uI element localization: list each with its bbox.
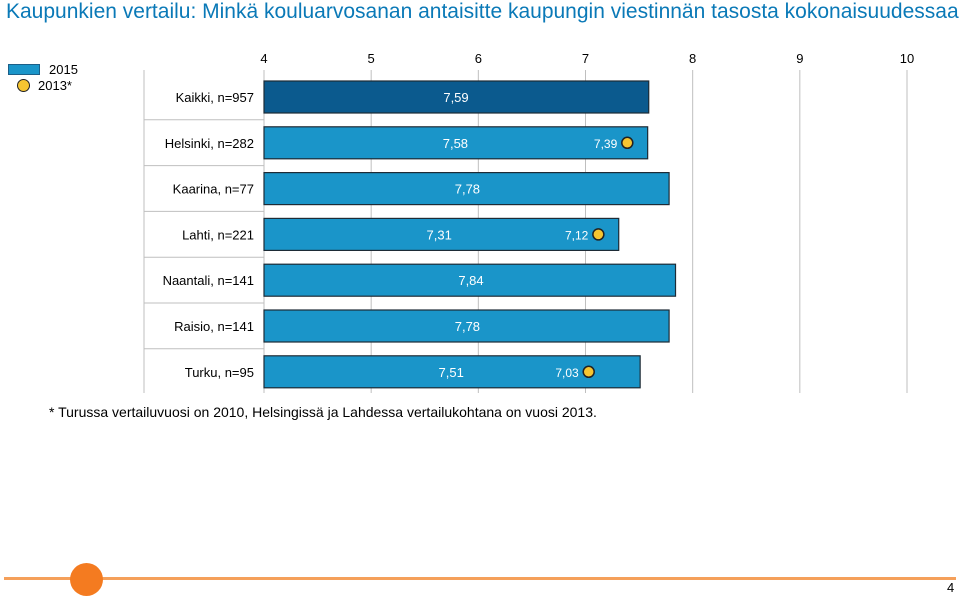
bar-2015 [263,126,649,160]
category-label: Lahti, n=221 [182,227,254,242]
legend-swatch-dot [17,79,30,92]
x-tick-label: 4 [260,51,267,66]
marker-value-label-2013: 7,39 [594,137,618,151]
bar-2015 [263,355,641,389]
footnote: * Turussa vertailuvuosi on 2010, Helsing… [49,404,597,420]
bar-value-label-2015: 7,58 [443,136,468,151]
category-label: Naantali, n=141 [163,273,254,288]
bar-chart: 4 5 6 7 8 9 10 Kaikki, n=957 7,59 Helsinki, n=282… [143,51,914,393]
bar-2015 [263,263,677,297]
bar-value-label-2015: 7,51 [439,365,464,380]
page-number: 4 [947,580,955,595]
bar-value-label-2015: 7,59 [443,90,468,105]
category-label: Helsinki, n=282 [165,136,254,151]
bar-value-label-2015: 7,78 [455,319,480,334]
category-label: Raisio, n=141 [174,319,254,334]
legend-label-2015: 2015 [49,62,78,77]
x-tick-label: 6 [475,51,482,66]
x-tick-label: 7 [582,51,589,66]
legend-label-2013: 2013* [38,78,72,93]
bar-value-label-2015: 7,84 [458,273,483,288]
category-label: Turku, n=95 [185,365,254,380]
marker-2013 [621,136,634,150]
x-tick-label: 8 [689,51,696,66]
x-tick-label: 5 [368,51,375,66]
chart-title: Kaupunkien vertailu: Minkä kouluarvosana… [6,0,960,23]
bar-2015 [263,217,620,251]
x-tick-label: 10 [900,51,914,66]
marker-2013 [582,365,595,379]
legend-swatch-bar [8,64,40,75]
marker-2013 [592,228,605,241]
x-tick-label: 9 [796,51,803,66]
bar-2015 [263,172,670,206]
bar-value-label-2015: 7,78 [455,182,480,197]
category-label: Kaikki, n=957 [176,90,254,105]
marker-value-label-2013: 7,12 [565,228,589,242]
bar-2015 [263,80,650,114]
bar-value-label-2015: 7,31 [427,227,452,242]
legend-item-2013: 2013* [8,78,72,93]
legend-item-2015: 2015 [8,62,78,77]
bar-2015 [263,309,670,343]
marker-value-label-2013: 7,03 [555,366,579,380]
category-label: Kaarina, n=77 [173,182,254,197]
footer-orange-circle [70,563,103,596]
footer-divider [4,577,956,580]
